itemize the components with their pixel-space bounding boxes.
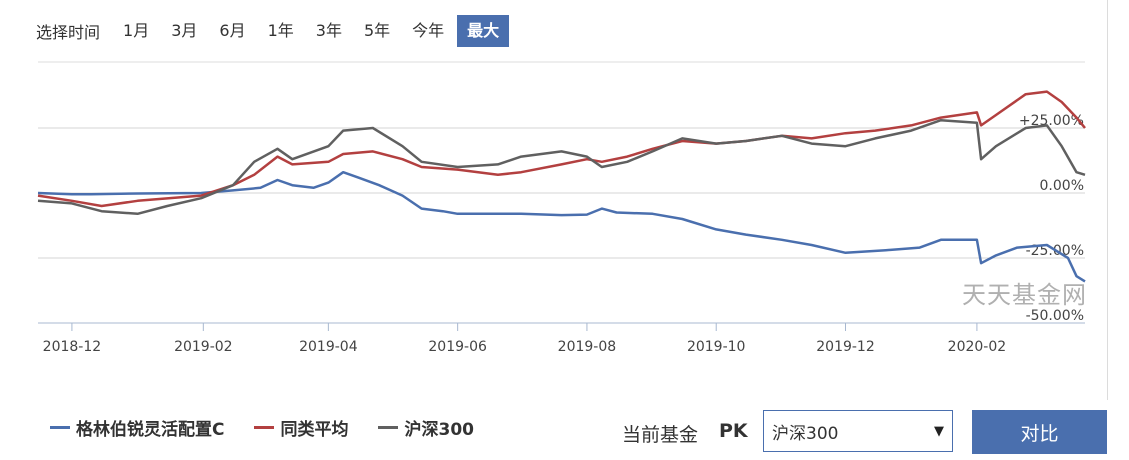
y-tick-label: -50.00% (1026, 308, 1084, 324)
legend-label-peer-average: 同类平均 (280, 420, 349, 440)
range-3-month-button[interactable]: 3月 (171, 21, 198, 40)
legend-item-peer-average[interactable]: 同类平均 (254, 415, 348, 440)
range-ytd-button[interactable]: 今年 (412, 21, 445, 40)
range-3-year-button[interactable]: 3年 (315, 21, 342, 40)
x-tick-label: 2019-08 (558, 339, 617, 355)
legend-item-index[interactable]: 沪深300 (378, 415, 474, 440)
performance-line-chart: +25.00%0.00%-25.00%-50.00%2018-12 2019-02… (37, 61, 1086, 355)
legend-swatch-index (378, 426, 399, 429)
x-tick-label: 2019-10 (687, 339, 746, 355)
legend-label-fund: 格林伯锐灵活配置C (76, 420, 225, 440)
pk-label: PK (719, 420, 748, 442)
time-range-bar: 选择时间 1月 3月 6月 1年 3年 5年 今年 最大 (28, 15, 513, 47)
y-tick-label: +25.00% (1019, 113, 1084, 129)
legend-swatch-peer-average (254, 426, 275, 429)
range-6-month-button[interactable]: 6月 (219, 21, 246, 40)
series-line-fund (37, 170, 1086, 283)
panel-right-border (1107, 0, 1108, 400)
range-1-year-button[interactable]: 1年 (267, 21, 294, 40)
series-line-peer-average (37, 90, 1086, 208)
range-max-button[interactable]: 最大 (457, 15, 510, 47)
legend-label-index: 沪深300 (404, 420, 474, 440)
current-fund-label: 当前基金 (622, 424, 699, 446)
x-tick-label: 2018-12 (43, 339, 102, 355)
x-tick-label: 2019-02 (174, 339, 233, 355)
compare-button[interactable]: 对比 (972, 410, 1107, 454)
x-tick-label: 2020-02 (948, 339, 1007, 355)
range-1-month-button[interactable]: 1月 (123, 21, 150, 40)
watermark-logo: 天天基金网 (962, 281, 1087, 309)
legend-item-fund[interactable]: 格林伯锐灵活配置C (50, 415, 224, 440)
legend-swatch-fund (50, 426, 70, 429)
compare-target-select[interactable]: 沪深300 ▼ (763, 410, 953, 452)
x-tick-label: 2019-04 (299, 339, 358, 355)
time-range-label: 选择时间 (36, 23, 101, 42)
series-line-index (37, 118, 1086, 216)
compare-target-value: 沪深300 (772, 423, 839, 444)
x-tick-label: 2019-06 (428, 339, 487, 355)
x-tick-label: 2019-12 (816, 339, 875, 355)
y-tick-label: 0.00% (1040, 178, 1084, 194)
chart-legend: 格林伯锐灵活配置C 同类平均 沪深300 (50, 415, 504, 440)
chevron-down-icon: ▼ (934, 423, 944, 439)
range-5-year-button[interactable]: 5年 (363, 21, 391, 40)
